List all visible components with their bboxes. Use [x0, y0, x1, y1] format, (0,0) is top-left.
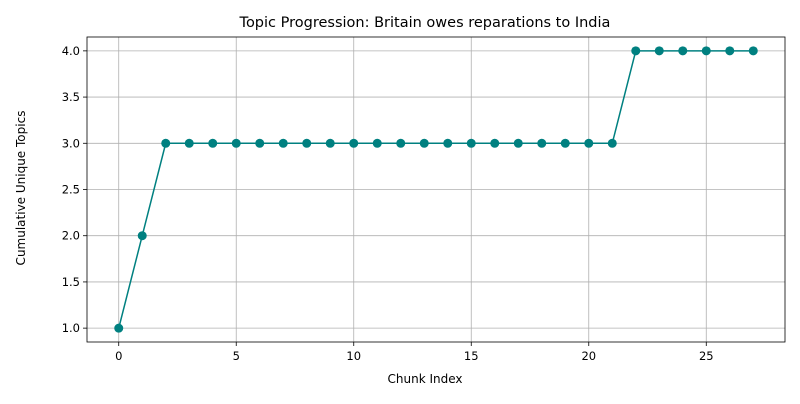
x-tick-label: 5 — [233, 349, 240, 363]
data-point — [161, 138, 171, 148]
x-tick-label: 15 — [464, 349, 479, 363]
y-tick-label: 1.0 — [62, 321, 80, 335]
ticks: 0 5 10 15 20 25 1.0 1.5 2.0 2.5 3.0 3.5 4.0 — [62, 44, 714, 363]
data-point — [419, 138, 429, 148]
data-point — [396, 138, 406, 148]
y-tick-label: 3.0 — [62, 136, 80, 150]
data-point — [725, 46, 735, 56]
y-tick-label: 4.0 — [62, 44, 80, 58]
data-point — [325, 138, 335, 148]
y-tick-label: 1.5 — [62, 275, 80, 289]
y-tick-label: 2.5 — [62, 183, 80, 197]
data-point — [678, 46, 688, 56]
data-point — [490, 138, 500, 148]
grid — [87, 37, 785, 342]
x-axis-label: Chunk Index — [388, 372, 463, 386]
x-tick-label: 0 — [115, 349, 122, 363]
data-point — [584, 138, 594, 148]
data-point — [560, 138, 570, 148]
data-point — [349, 138, 359, 148]
data-point — [278, 138, 288, 148]
data-point — [701, 46, 711, 56]
y-axis-label: Cumulative Unique Topics — [14, 111, 28, 266]
y-tick-label: 3.5 — [62, 90, 80, 104]
data-point — [443, 138, 453, 148]
x-tick-label: 10 — [346, 349, 361, 363]
data-point — [208, 138, 218, 148]
data-point — [537, 138, 547, 148]
data-point — [372, 138, 382, 148]
data-point — [466, 138, 476, 148]
y-tick-label: 2.0 — [62, 229, 80, 243]
x-tick-label: 25 — [699, 349, 714, 363]
data-point — [114, 323, 124, 333]
data-point — [184, 138, 194, 148]
data-point — [607, 138, 617, 148]
data-point — [748, 46, 758, 56]
series-line — [118, 50, 754, 329]
series — [114, 46, 758, 333]
data-point — [255, 138, 265, 148]
data-point — [654, 46, 664, 56]
data-point — [231, 138, 241, 148]
x-tick-label: 20 — [581, 349, 596, 363]
chart-title: Topic Progression: Britain owes reparati… — [239, 15, 611, 31]
data-point — [137, 231, 147, 241]
data-point — [302, 138, 312, 148]
data-point — [513, 138, 523, 148]
data-point — [631, 46, 641, 56]
